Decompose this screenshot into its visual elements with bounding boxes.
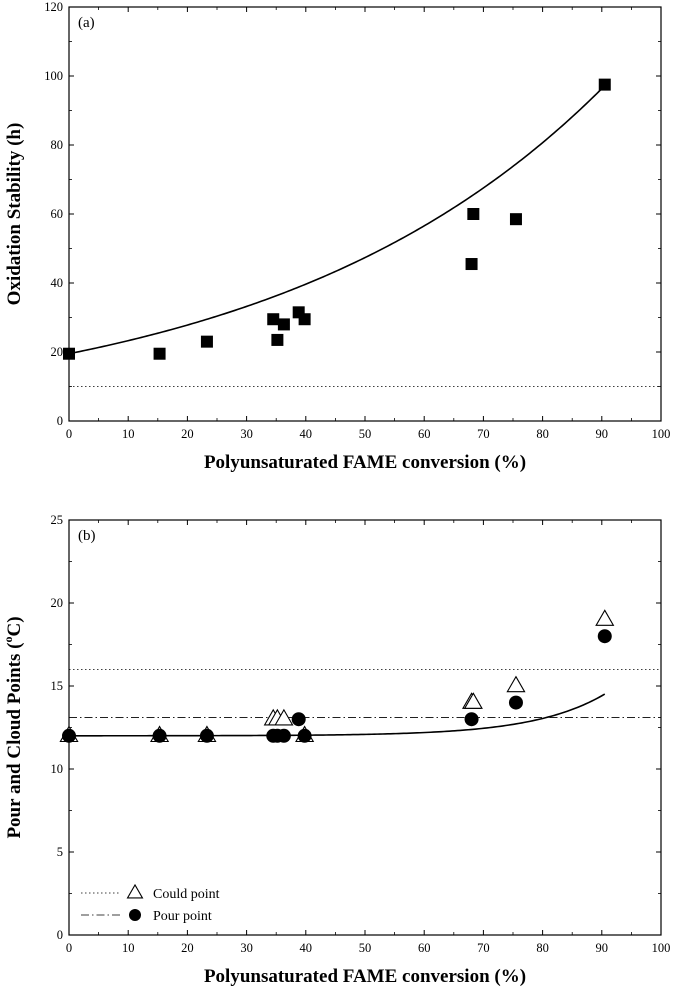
panel-b-y-axis-label: Pour and Cloud Points (oC) <box>1 616 25 838</box>
panel-b-data-points <box>59 609 615 743</box>
oxidation-stability-point <box>267 313 280 326</box>
panel-a-y-tick-label: 80 <box>51 138 64 152</box>
oxidation-stability-point <box>298 313 311 326</box>
panel-b-y-label-degree: o <box>1 637 15 643</box>
panel-a-x-tick-label: 20 <box>181 427 194 441</box>
panel-b-y-tick-label: 20 <box>51 596 64 610</box>
panel-b-y-tick-label: 0 <box>57 928 63 942</box>
oxidation-stability-point <box>467 208 480 220</box>
cloud-point-marker <box>506 675 526 693</box>
panel-b-x-tick-label: 10 <box>122 941 135 955</box>
oxidation-stability-point <box>153 347 166 360</box>
panel-a-x-tick-label: 60 <box>418 427 431 441</box>
cloud-point-marker <box>274 708 294 726</box>
panel-b-y-tick-label: 10 <box>51 762 64 776</box>
panel-b-x-tick-label: 100 <box>652 941 671 955</box>
panel-b-x-tick-label: 30 <box>240 941 253 955</box>
oxidation-stability-point <box>277 318 290 331</box>
oxidation-stability-point <box>200 335 213 348</box>
panel-b-y-tick-label: 5 <box>57 845 63 859</box>
oxidation-stability-point <box>271 333 284 346</box>
pour-point-marker <box>62 728 76 743</box>
panel-a-data-points <box>63 78 611 360</box>
panel-a-x-tick-label: 80 <box>536 427 549 441</box>
pour-point-marker <box>597 629 612 644</box>
panel-b-x-tick-label: 70 <box>477 941 490 955</box>
cloud-point-marker <box>595 609 615 626</box>
panel-a-x-tick-label: 50 <box>359 427 372 441</box>
legend-pour-marker <box>129 909 141 921</box>
panel-a-x-axis-label: Polyunsaturated FAME conversion (%) <box>204 452 526 473</box>
panel-a-fit-curve <box>68 85 606 355</box>
panel-a-y-tick-label: 100 <box>44 69 63 83</box>
panel-b-chart: (b) 0 10 20 30 40 50 60 70 80 90 100 0 5 10 15 20 25 Cou… <box>1 513 670 987</box>
panel-b-legend: Could point Pour point <box>81 883 220 924</box>
panel-a-y-tick-label: 20 <box>51 345 64 359</box>
panel-b-x-tick-label: 0 <box>66 941 72 955</box>
legend-cloud-label: Could point <box>153 887 220 902</box>
pour-point-marker <box>199 728 214 743</box>
panel-a-y-tick-label: 120 <box>44 0 63 14</box>
oxidation-stability-point <box>509 213 522 226</box>
pour-point-marker <box>291 712 306 727</box>
panel-a-ticks: 0 10 20 30 40 50 60 70 80 90 100 0 20 40 60 80 100 120 <box>44 0 670 441</box>
panel-b-x-tick-label: 60 <box>418 941 431 955</box>
panel-a-x-tick-label: 10 <box>122 427 135 441</box>
oxidation-stability-point <box>465 258 478 271</box>
oxidation-stability-point <box>598 78 611 91</box>
panel-b-x-tick-label: 20 <box>181 941 194 955</box>
panel-a-y-tick-label: 40 <box>51 276 64 290</box>
pour-point-marker <box>297 728 312 743</box>
panel-b-y-label-main: Pour and Cloud Points ( <box>4 643 25 839</box>
panel-b-plot-frame <box>68 519 662 936</box>
oxidation-stability-point <box>63 347 75 360</box>
panel-b-label: (b) <box>78 528 96 544</box>
pour-point-marker <box>152 728 167 743</box>
panel-a-x-tick-label: 100 <box>652 427 671 441</box>
panel-a-x-tick-label: 70 <box>477 427 490 441</box>
panel-b-y-tick-label: 15 <box>51 679 64 693</box>
pour-point-marker <box>276 728 291 743</box>
pour-point-marker <box>508 695 523 710</box>
pour-point-marker <box>464 712 479 727</box>
panel-b-y-label-unit: C) <box>4 616 25 636</box>
panel-b-x-axis-label: Polyunsaturated FAME conversion (%) <box>204 966 526 987</box>
panel-a-label: (a) <box>78 15 95 31</box>
panel-a-x-tick-label: 30 <box>240 427 253 441</box>
panel-b-x-tick-label: 90 <box>596 941 609 955</box>
panel-a-x-tick-label: 0 <box>66 427 72 441</box>
panel-b-x-tick-label: 80 <box>536 941 549 955</box>
panel-a-y-tick-label: 0 <box>57 414 63 428</box>
cloud-point-marker <box>463 692 483 709</box>
panel-a-x-tick-label: 90 <box>596 427 609 441</box>
panel-b-x-tick-label: 50 <box>359 941 372 955</box>
panel-a-chart: (a) 0 10 20 30 40 50 60 70 80 90 100 0 20 40 60 80 100 12… <box>4 0 670 473</box>
panel-b-fit-curve <box>69 693 606 737</box>
legend-cloud-marker <box>126 883 144 899</box>
legend-pour-label: Pour point <box>153 909 212 924</box>
panel-b-ticks: 0 10 20 30 40 50 60 70 80 90 100 0 5 10 15 20 25 <box>51 513 671 955</box>
panel-b-x-tick-label: 40 <box>300 941 313 955</box>
panel-a-x-tick-label: 40 <box>300 427 313 441</box>
panel-a-y-axis-label: Oxidation Stability (h) <box>4 123 25 306</box>
panel-b-y-tick-label: 25 <box>51 513 64 527</box>
panel-a-y-tick-label: 60 <box>51 207 64 221</box>
